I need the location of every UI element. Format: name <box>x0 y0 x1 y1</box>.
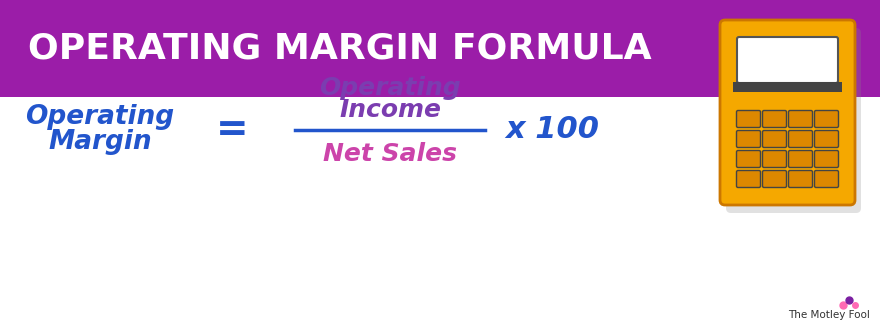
FancyBboxPatch shape <box>815 111 839 127</box>
Text: =: = <box>216 111 248 149</box>
Text: x 100: x 100 <box>505 115 599 145</box>
Text: OPERATING MARGIN FORMULA: OPERATING MARGIN FORMULA <box>28 32 651 66</box>
FancyBboxPatch shape <box>815 150 839 168</box>
Text: Operating: Operating <box>319 76 461 100</box>
FancyBboxPatch shape <box>788 171 812 187</box>
FancyBboxPatch shape <box>762 171 787 187</box>
Bar <box>0 0 880 97</box>
Text: Income: Income <box>339 98 441 122</box>
Text: Net Sales: Net Sales <box>323 142 457 166</box>
FancyBboxPatch shape <box>788 111 812 127</box>
FancyBboxPatch shape <box>788 150 812 168</box>
Bar <box>733 82 842 92</box>
Text: Operating: Operating <box>26 104 174 130</box>
FancyBboxPatch shape <box>788 130 812 148</box>
Text: The Motley Fool: The Motley Fool <box>788 310 870 320</box>
FancyBboxPatch shape <box>762 130 787 148</box>
FancyBboxPatch shape <box>737 171 760 187</box>
FancyBboxPatch shape <box>762 111 787 127</box>
FancyBboxPatch shape <box>720 20 855 205</box>
Text: Margin: Margin <box>48 129 152 155</box>
FancyBboxPatch shape <box>737 37 838 83</box>
FancyBboxPatch shape <box>737 150 760 168</box>
FancyBboxPatch shape <box>762 150 787 168</box>
FancyBboxPatch shape <box>737 111 760 127</box>
FancyBboxPatch shape <box>815 130 839 148</box>
FancyBboxPatch shape <box>815 171 839 187</box>
FancyBboxPatch shape <box>726 28 861 213</box>
FancyBboxPatch shape <box>737 130 760 148</box>
